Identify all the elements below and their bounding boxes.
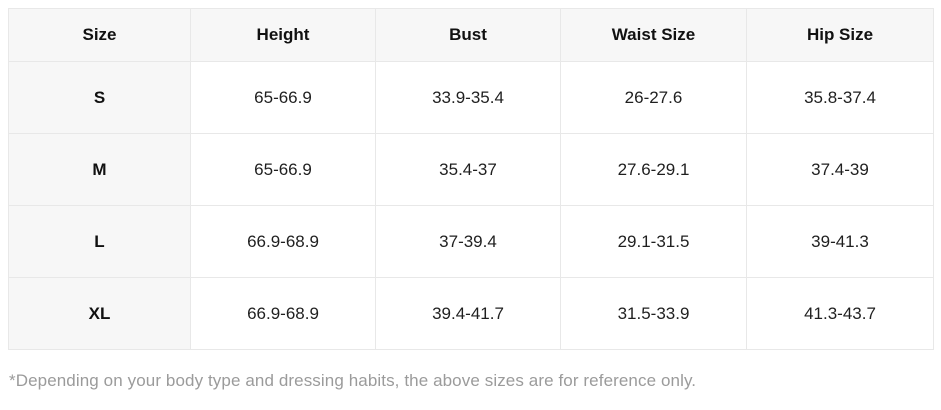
bust-value: 35.4-37 xyxy=(375,133,561,206)
bust-value: 39.4-41.7 xyxy=(375,277,561,350)
table-row-xl: XL 66.9-68.9 39.4-41.7 31.5-33.9 41.3-43… xyxy=(8,277,934,350)
header-row: Size Height Bust Waist Size Hip Size xyxy=(8,8,934,62)
waist-value: 27.6-29.1 xyxy=(560,133,747,206)
size-chart-table: Size Height Bust Waist Size Hip Size S 6… xyxy=(8,8,934,350)
size-disclaimer-note: *Depending on your body type and dressin… xyxy=(9,371,697,390)
column-header-size: Size xyxy=(8,8,191,62)
table-row-l: L 66.9-68.9 37-39.4 29.1-31.5 39-41.3 xyxy=(8,205,934,278)
size-label: S xyxy=(8,61,191,134)
table-body: S 65-66.9 33.9-35.4 26-27.6 35.8-37.4 M … xyxy=(8,61,934,350)
waist-value: 26-27.6 xyxy=(560,61,747,134)
height-value: 65-66.9 xyxy=(190,133,376,206)
column-header-hip: Hip Size xyxy=(746,8,934,62)
height-value: 66.9-68.9 xyxy=(190,205,376,278)
page-container: Size Height Bust Waist Size Hip Size S 6… xyxy=(8,8,934,390)
hip-value: 41.3-43.7 xyxy=(746,277,934,350)
table-header: Size Height Bust Waist Size Hip Size xyxy=(8,8,934,62)
height-value: 65-66.9 xyxy=(190,61,376,134)
bust-value: 37-39.4 xyxy=(375,205,561,278)
bust-value: 33.9-35.4 xyxy=(375,61,561,134)
size-label: M xyxy=(8,133,191,206)
size-label: XL xyxy=(8,277,191,350)
column-header-bust: Bust xyxy=(375,8,561,62)
column-header-waist: Waist Size xyxy=(560,8,747,62)
hip-value: 39-41.3 xyxy=(746,205,934,278)
waist-value: 31.5-33.9 xyxy=(560,277,747,350)
table-row-m: M 65-66.9 35.4-37 27.6-29.1 37.4-39 xyxy=(8,133,934,206)
waist-value: 29.1-31.5 xyxy=(560,205,747,278)
height-value: 66.9-68.9 xyxy=(190,277,376,350)
column-header-height: Height xyxy=(190,8,376,62)
table-row-s: S 65-66.9 33.9-35.4 26-27.6 35.8-37.4 xyxy=(8,61,934,134)
size-label: L xyxy=(8,205,191,278)
hip-value: 35.8-37.4 xyxy=(746,61,934,134)
hip-value: 37.4-39 xyxy=(746,133,934,206)
